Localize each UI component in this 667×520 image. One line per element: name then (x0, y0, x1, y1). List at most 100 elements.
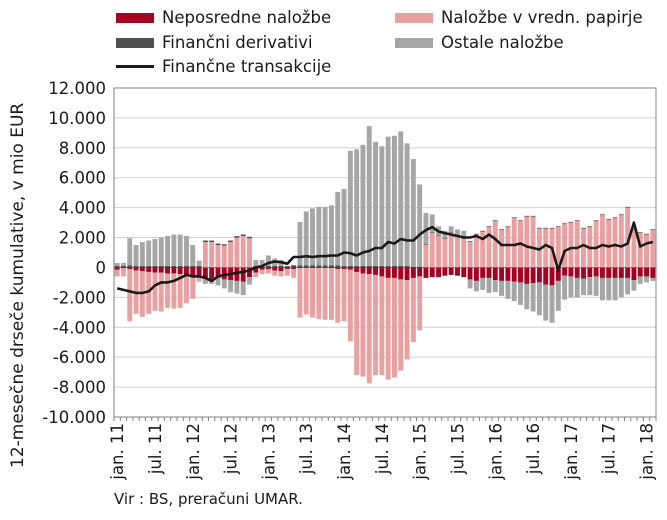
bar-segment (196, 277, 202, 282)
x-axis: jan. 11 jul. 11 jan. 12 jul. 12 jan. 13 jul. … (108, 417, 657, 481)
bar-segment (385, 265, 391, 268)
bar-segment (133, 267, 139, 271)
bar-segment (202, 277, 208, 284)
bar-segment (644, 234, 650, 268)
bar-segment (114, 262, 120, 266)
bar-segment (171, 267, 177, 274)
bar-segment (404, 267, 410, 281)
bar-segment (316, 267, 322, 269)
bar-segment (587, 226, 593, 228)
bar-segment (429, 267, 435, 278)
bar-segment (379, 146, 385, 266)
bar-segment (127, 267, 133, 269)
bar-segment (303, 268, 309, 315)
bar-segment (480, 277, 486, 290)
bar-segment (127, 265, 133, 268)
bar-segment (574, 277, 580, 298)
bar-segment (599, 277, 605, 301)
bar-segment (473, 267, 479, 281)
bar-segment (303, 267, 309, 269)
bar-segment (442, 239, 448, 268)
bar-segment (341, 268, 347, 322)
bar-segment (398, 267, 404, 280)
bar-segment (379, 265, 385, 268)
bar-segment (492, 221, 498, 268)
bar-segment (265, 267, 271, 269)
bar-segment (366, 274, 372, 384)
bar-segment (530, 267, 536, 284)
bar-segment (171, 273, 177, 309)
legend-swatch (116, 65, 154, 68)
bar-segment (297, 267, 303, 269)
bar-segment (455, 236, 460, 268)
y-tick-label: 6.000 (59, 169, 106, 188)
bar-segment (442, 267, 448, 276)
bar-segment (354, 265, 360, 268)
bar-segment (259, 259, 265, 266)
bar-segment (486, 267, 492, 278)
bar-segment (215, 277, 221, 286)
bar-segment (543, 284, 549, 321)
bar-segment (146, 265, 152, 268)
bar-segment (448, 232, 454, 234)
x-tick-label: jan. 12 (184, 423, 203, 481)
bar-segment (328, 268, 334, 320)
bar-segment (606, 267, 612, 278)
bar-segment (555, 226, 561, 228)
bar-segment (184, 265, 189, 268)
x-tick-label: jul. 16 (524, 423, 543, 475)
bar-segment (385, 267, 391, 278)
x-tick-label: jan. 14 (335, 423, 354, 481)
bar-segment (184, 267, 189, 275)
bar-segment (240, 267, 246, 282)
y-tick-label: 8.000 (59, 139, 106, 158)
bar-segment (303, 265, 309, 268)
plot-frame (113, 87, 657, 418)
legend-item-ostale: Ostale naložbe (395, 33, 564, 52)
bar-segment (599, 267, 605, 278)
bar-segment (190, 275, 196, 299)
bar-segment (410, 277, 416, 343)
bar-segment (499, 267, 505, 281)
bar-segment (184, 236, 189, 266)
bar-segment (171, 265, 177, 268)
bar-segment (146, 267, 152, 272)
bar-segment (581, 278, 586, 296)
y-tick-label: -8.000 (53, 378, 106, 397)
bar-segment (152, 239, 158, 266)
bar-segment (618, 277, 624, 298)
bar-segment (221, 245, 227, 268)
bar-segment (360, 273, 366, 377)
bar-segment (341, 188, 347, 266)
bar-segment (120, 267, 126, 269)
bar-segment (297, 221, 303, 266)
bar-segment (650, 229, 656, 231)
bar-segment (228, 242, 234, 268)
bar-segment (549, 285, 555, 323)
bar-segment (165, 273, 171, 308)
bar-segment (328, 265, 334, 268)
bar-segment (398, 279, 404, 371)
bar-segment (335, 268, 341, 323)
bar-segment (492, 280, 498, 293)
bar-segment (146, 240, 152, 266)
bar-segment (530, 216, 536, 268)
bar-segment (247, 267, 252, 278)
bar-segment (322, 265, 328, 268)
bar-segment (335, 267, 341, 269)
bar-segment (171, 234, 177, 266)
bar-segment (574, 267, 580, 278)
bar-segment (625, 207, 631, 268)
bar-segment (158, 265, 164, 268)
bar-segment (366, 265, 372, 268)
bar-segment (347, 269, 353, 342)
bar-segment (555, 280, 561, 311)
bar-segment (114, 267, 120, 270)
bar-segment (568, 267, 574, 277)
bar-segment (429, 214, 435, 233)
bar-segment (562, 223, 568, 225)
bar-segment (568, 221, 574, 223)
y-tick-label: -6.000 (53, 348, 106, 367)
bar-segment (562, 267, 568, 276)
x-tick-label: jul. 11 (146, 423, 165, 475)
